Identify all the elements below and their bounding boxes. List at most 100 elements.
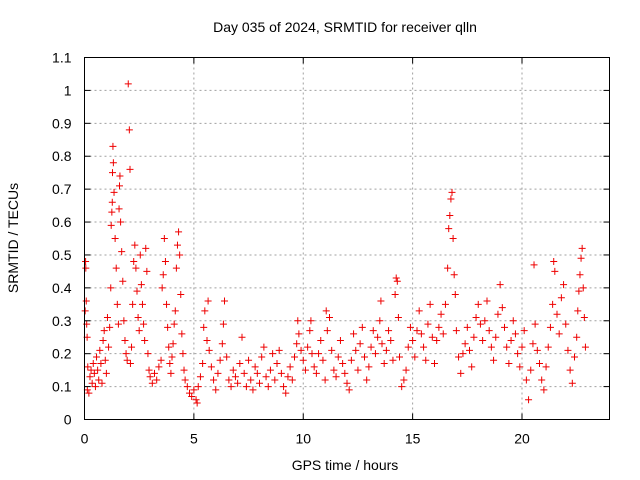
data-point [387,337,395,345]
data-point [505,360,513,368]
data-point [166,360,174,368]
data-point [159,271,167,279]
data-point [107,221,115,229]
x-tick-label: 20 [514,431,530,447]
data-point [326,313,333,321]
data-point [229,366,237,374]
data-point [192,396,200,404]
data-point [234,379,242,387]
data-point [468,363,476,371]
data-point [271,376,279,384]
y-axis-label: SRMTID / TECUs [5,183,21,293]
data-point [238,333,246,341]
data-points [81,80,589,407]
x-axis-label: GPS time / hours [292,457,399,473]
data-point [319,356,327,364]
data-point [339,360,347,368]
data-point [293,340,301,348]
data-point [262,373,270,381]
data-point [178,330,186,338]
data-point [151,369,158,377]
data-point [236,360,244,368]
axis-ticks [84,57,610,420]
y-tick-label: 0.3 [52,313,72,329]
data-point [205,346,213,354]
data-point [481,317,489,325]
data-point [85,389,93,397]
data-point [225,376,233,384]
data-point [336,337,344,345]
data-point [145,366,153,374]
data-point [164,323,172,331]
data-point [269,350,277,358]
data-point [108,208,116,216]
data-point [424,320,432,328]
data-point [102,369,110,377]
data-point [155,363,163,371]
data-point [330,366,338,374]
data-point [522,376,530,384]
data-point [345,386,353,394]
data-point [153,376,161,384]
data-point [299,356,307,364]
data-point [280,383,288,391]
data-point [555,330,563,338]
data-point [396,353,403,361]
data-point [459,350,467,358]
data-point [124,80,132,88]
data-point [301,366,309,374]
data-point [391,290,399,298]
data-point [310,363,318,371]
data-point [578,244,586,252]
data-point [428,333,436,341]
data-point [546,323,554,331]
data-point [420,343,428,351]
data-point [323,327,331,335]
data-point [126,165,134,173]
data-point [530,261,538,269]
x-tick-labels: 0 5 10 15 20 [81,431,530,447]
data-point [260,343,268,351]
data-point [447,195,455,203]
data-point [571,353,578,361]
data-point [165,343,173,351]
data-point [400,376,408,384]
data-point [449,235,457,242]
data-point [498,304,506,312]
data-point [341,369,349,377]
data-point [89,360,97,368]
data-point [369,327,377,335]
y-tick-label: 0.4 [52,280,72,296]
data-point [574,307,582,315]
data-point [253,369,261,377]
data-point [503,343,511,351]
data-point [367,343,375,351]
data-point [352,346,360,354]
data-point [140,320,148,328]
data-point [439,330,447,338]
data-point [105,343,113,351]
data-point [88,379,96,387]
data-point [256,379,263,387]
data-point [193,399,201,407]
data-point [315,350,323,358]
data-point [173,241,181,249]
data-point [212,386,220,394]
data-point [86,373,94,381]
data-point [158,284,166,292]
data-point [129,300,137,308]
data-point [317,337,325,345]
data-point [358,323,366,331]
data-point [93,353,101,361]
data-point [288,376,296,384]
data-point [455,353,463,361]
data-point [392,274,400,282]
data-point [113,300,121,308]
y-tick-label: 1.1 [52,50,72,66]
data-point [466,346,473,354]
data-point [533,346,541,354]
data-point [463,323,471,331]
data-point [231,373,239,381]
data-point [100,327,108,335]
data-point [374,333,382,341]
